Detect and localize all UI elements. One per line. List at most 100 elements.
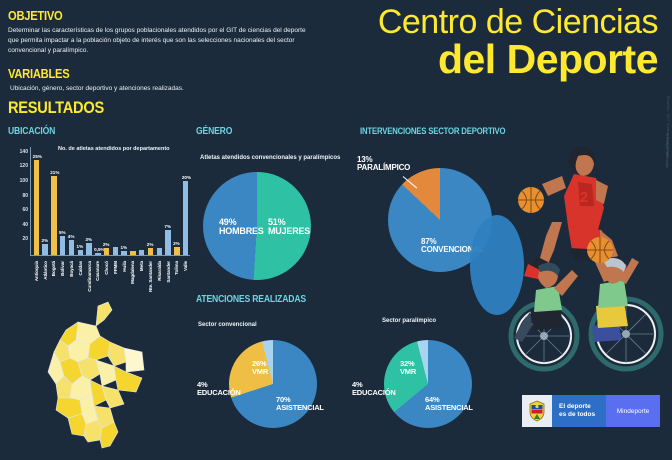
- bar-slot: [156, 147, 162, 255]
- bar: [103, 247, 110, 255]
- pie-chart-atenciones-convencional: [229, 340, 317, 428]
- x-axis-label: FFMM: [112, 261, 118, 274]
- svg-text:2: 2: [580, 189, 588, 206]
- bar-value-label: 2%: [102, 241, 110, 247]
- bar-slot: [121, 147, 127, 255]
- logo-deporte-text: El deporte es de todos: [559, 403, 595, 419]
- bar-slot: [130, 147, 136, 255]
- y-axis-tick: 120: [19, 163, 28, 170]
- illustration-credit: ©Freepik / pch.vector: [665, 133, 669, 168]
- para-asistencial-pct: 64%: [425, 395, 440, 404]
- x-axis-label: Valle: [183, 261, 189, 271]
- genero-mujeres-label: MUJERES: [268, 226, 311, 237]
- bar-slot: [112, 147, 119, 255]
- bar-chart-y-axis: 20 40 60 80 100 120 140: [4, 146, 30, 256]
- logo-deporte-line2: es de todos: [559, 411, 596, 418]
- atenciones-convencional-subtitle: Sector convencional: [198, 322, 257, 328]
- objetivo-title: OBJETIVO: [8, 8, 63, 23]
- para-vmr-label: VMR: [400, 366, 417, 376]
- genero-mujeres-pct: 51%: [268, 217, 286, 227]
- bar: [147, 247, 154, 255]
- conv-vmr-pct: 26%: [252, 359, 267, 368]
- bar-value-label: 25%: [32, 154, 42, 160]
- genero-hombres-caption: 49% HOMBRES: [219, 217, 264, 237]
- para-educacion-label: EDUCACIÓN: [352, 387, 396, 397]
- bar-slot: [42, 147, 48, 255]
- logo-mindeporte: Mindeporte: [606, 395, 660, 427]
- x-axis-label: Caldas: [77, 261, 83, 276]
- x-axis-label: Magdalena: [130, 261, 136, 284]
- bar-slot: [182, 147, 189, 255]
- genero-hombres-pct: 49%: [219, 217, 237, 227]
- para-asistencial-label: ASISTENCIAL: [425, 402, 473, 412]
- y-axis-tick: 60: [22, 207, 28, 214]
- wheelchair-player-left: [508, 262, 580, 372]
- bar-value-label: 5%: [59, 230, 66, 236]
- title-line-2: del Deporte: [437, 36, 659, 83]
- conv-educacion-caption: 4% EDUCACIÓN: [197, 381, 241, 397]
- conv-educacion-label: EDUCACIÓN: [197, 387, 241, 397]
- bar-slot: [33, 147, 40, 255]
- bar-slot: [51, 147, 57, 255]
- bar: [60, 236, 66, 255]
- intervenciones-convencional-pct: 87%: [421, 237, 437, 246]
- x-axis-line: [30, 255, 190, 256]
- atenciones-paralimpico-subtitle: Sector paralímpico: [382, 318, 437, 324]
- sports-illustration: 2: [500, 130, 672, 395]
- colombia-coat-of-arms-icon: [522, 395, 552, 427]
- bar-slot: [165, 147, 171, 255]
- bar-value-label: 2%: [41, 238, 49, 244]
- bar-slot: [95, 147, 101, 255]
- bar: [139, 249, 145, 255]
- x-axis-label: Bolívar: [60, 261, 66, 276]
- genero-subtitle: Atletas atendidos convencionales y paral…: [200, 155, 341, 161]
- x-axis-label: Casanare: [95, 261, 101, 281]
- bar-value-label: 3%: [85, 237, 92, 243]
- section-header-genero: GÉNERO: [196, 126, 233, 137]
- conv-asistencial-label: ASISTENCIAL: [276, 402, 324, 412]
- para-vmr-caption: 32% VMR: [400, 360, 416, 376]
- bar-value-label: 2%: [146, 241, 154, 247]
- bar-value-label: 4%: [67, 233, 75, 239]
- bar-slot: [60, 147, 66, 255]
- genero-hombres-label: HOMBRES: [219, 226, 264, 237]
- decorative-blue-circle: [470, 215, 524, 315]
- section-header-intervenciones: INTERVENCIONES SECTOR DEPORTIVO: [360, 126, 506, 136]
- logo-el-deporte-es-de-todos: El deporte es de todos: [552, 395, 606, 427]
- conv-educacion-pct: 4%: [197, 380, 208, 389]
- title-line-1: Centro de Ciencias: [377, 3, 659, 41]
- bar-slot: [68, 147, 75, 255]
- bar: [130, 251, 136, 255]
- logo-deporte-line1: El deporte: [559, 402, 591, 410]
- intervenciones-convencional-label: CONVENCIONAL: [421, 245, 484, 255]
- bar-slot: [77, 147, 83, 255]
- section-header-atenciones: ATENCIONES REALIZADAS: [196, 294, 306, 305]
- bar-value-label: 0,5%: [94, 246, 105, 252]
- wheelchair-player-right: [587, 237, 664, 372]
- x-axis-label: Atlántico: [42, 261, 48, 280]
- para-asistencial-caption: 64% ASISTENCIAL: [425, 396, 473, 412]
- variables-text: Ubicación, género, sector deportivo y at…: [10, 85, 184, 92]
- section-header-ubicacion: UBICACIÓN: [8, 126, 56, 137]
- x-axis-label: Nte. Santander: [148, 261, 153, 293]
- colombia-map: [38, 300, 158, 450]
- bar: [42, 244, 48, 255]
- resultados-title: RESULTADOS: [8, 98, 104, 117]
- bar: [112, 246, 119, 255]
- genero-mujeres-caption: 51% MUJERES: [268, 217, 311, 237]
- bar: [33, 160, 40, 255]
- bar-value-label: 1%: [76, 243, 84, 249]
- y-axis-tick: 140: [19, 148, 28, 155]
- bar-chart-title: No. de atletas atendidos por departament…: [58, 146, 170, 152]
- footer-logos: El deporte es de todos Mindeporte: [522, 395, 660, 427]
- conv-vmr-label: VMR: [252, 366, 269, 376]
- bar-slot: [86, 147, 92, 255]
- intervenciones-paralimpico-pct: 13%: [357, 155, 373, 164]
- bar-slot: [147, 147, 154, 255]
- conv-vmr-caption: 26% VMR: [252, 360, 268, 376]
- conv-asistencial-caption: 70% ASISTENCIAL: [276, 396, 324, 412]
- objetivo-text: Determinar las características de los gr…: [8, 27, 306, 55]
- bar-chart-plot-area: 25% Antioquia 2% Atlántico 21% Bogotá 5% Bolíva…: [32, 147, 191, 292]
- intervenciones-paralimpico-caption: 13% PARALÍMPICO: [357, 155, 410, 173]
- para-vmr-pct: 32%: [400, 359, 415, 368]
